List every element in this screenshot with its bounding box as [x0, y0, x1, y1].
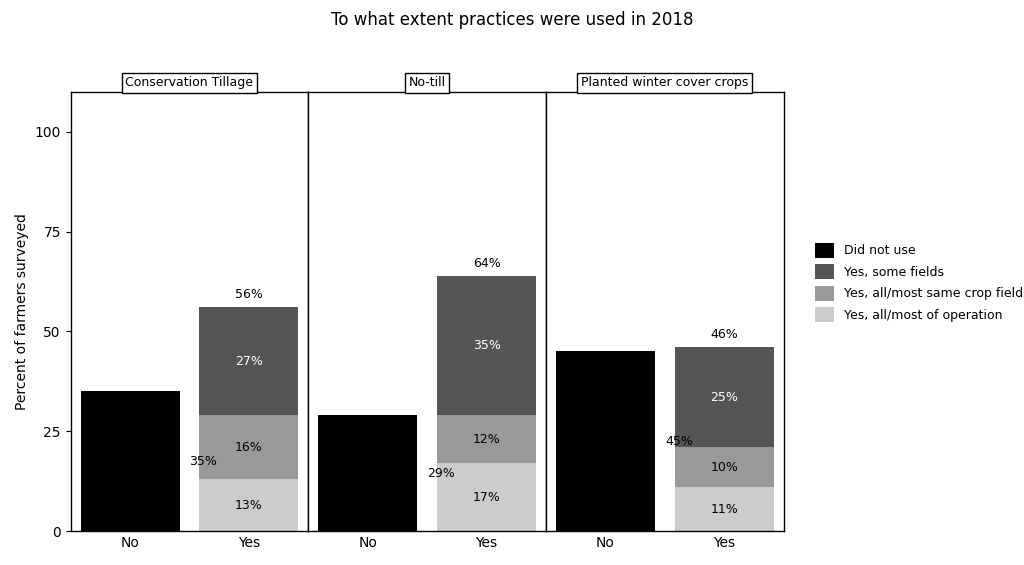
Bar: [200, 479, 298, 531]
Bar: [675, 347, 774, 447]
Bar: [200, 415, 298, 479]
Y-axis label: Percent of farmers surveyed: Percent of farmers surveyed: [15, 213, 29, 410]
Text: 27%: 27%: [234, 355, 263, 368]
Bar: [437, 415, 537, 463]
Bar: [437, 276, 537, 415]
Text: 29%: 29%: [427, 467, 455, 480]
Text: 12%: 12%: [473, 433, 501, 446]
Text: To what extent practices were used in 2018: To what extent practices were used in 20…: [331, 11, 693, 29]
Legend: Did not use, Yes, some fields, Yes, all/most same crop fields, Yes, all/most of : Did not use, Yes, some fields, Yes, all/…: [805, 233, 1024, 332]
Bar: [675, 487, 774, 531]
Text: 16%: 16%: [236, 441, 263, 454]
Text: 25%: 25%: [711, 391, 738, 404]
Text: 10%: 10%: [711, 460, 738, 473]
Title: Conservation Tillage: Conservation Tillage: [126, 76, 254, 89]
Bar: [81, 392, 179, 531]
Title: Planted winter cover crops: Planted winter cover crops: [582, 76, 749, 89]
Bar: [437, 463, 537, 531]
Text: 13%: 13%: [236, 499, 263, 512]
Text: 35%: 35%: [189, 455, 217, 468]
Text: 35%: 35%: [473, 339, 501, 352]
Bar: [318, 415, 418, 531]
Text: 45%: 45%: [665, 435, 693, 448]
Bar: [200, 307, 298, 415]
Text: 11%: 11%: [711, 503, 738, 516]
Text: 46%: 46%: [711, 328, 738, 341]
Text: 56%: 56%: [234, 289, 263, 302]
Text: 64%: 64%: [473, 257, 501, 270]
Bar: [675, 447, 774, 487]
Text: 17%: 17%: [473, 490, 501, 503]
Bar: [556, 351, 655, 531]
Title: No-till: No-till: [409, 76, 445, 89]
